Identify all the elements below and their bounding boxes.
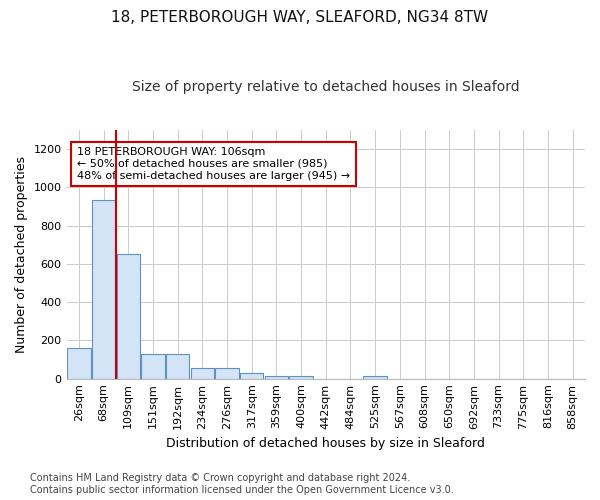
Bar — [191, 368, 214, 378]
Bar — [240, 373, 263, 378]
Bar — [265, 376, 288, 378]
Bar — [141, 354, 164, 378]
Text: 18, PETERBOROUGH WAY, SLEAFORD, NG34 8TW: 18, PETERBOROUGH WAY, SLEAFORD, NG34 8TW — [112, 10, 488, 25]
Bar — [289, 376, 313, 378]
Bar — [67, 348, 91, 378]
Bar — [166, 354, 190, 378]
Bar — [215, 368, 239, 378]
Bar — [116, 254, 140, 378]
Text: Contains HM Land Registry data © Crown copyright and database right 2024.
Contai: Contains HM Land Registry data © Crown c… — [30, 474, 454, 495]
Y-axis label: Number of detached properties: Number of detached properties — [15, 156, 28, 353]
X-axis label: Distribution of detached houses by size in Sleaford: Distribution of detached houses by size … — [166, 437, 485, 450]
Title: Size of property relative to detached houses in Sleaford: Size of property relative to detached ho… — [132, 80, 520, 94]
Text: 18 PETERBOROUGH WAY: 106sqm
← 50% of detached houses are smaller (985)
48% of se: 18 PETERBOROUGH WAY: 106sqm ← 50% of det… — [77, 148, 350, 180]
Bar — [92, 200, 115, 378]
Bar — [364, 376, 387, 378]
